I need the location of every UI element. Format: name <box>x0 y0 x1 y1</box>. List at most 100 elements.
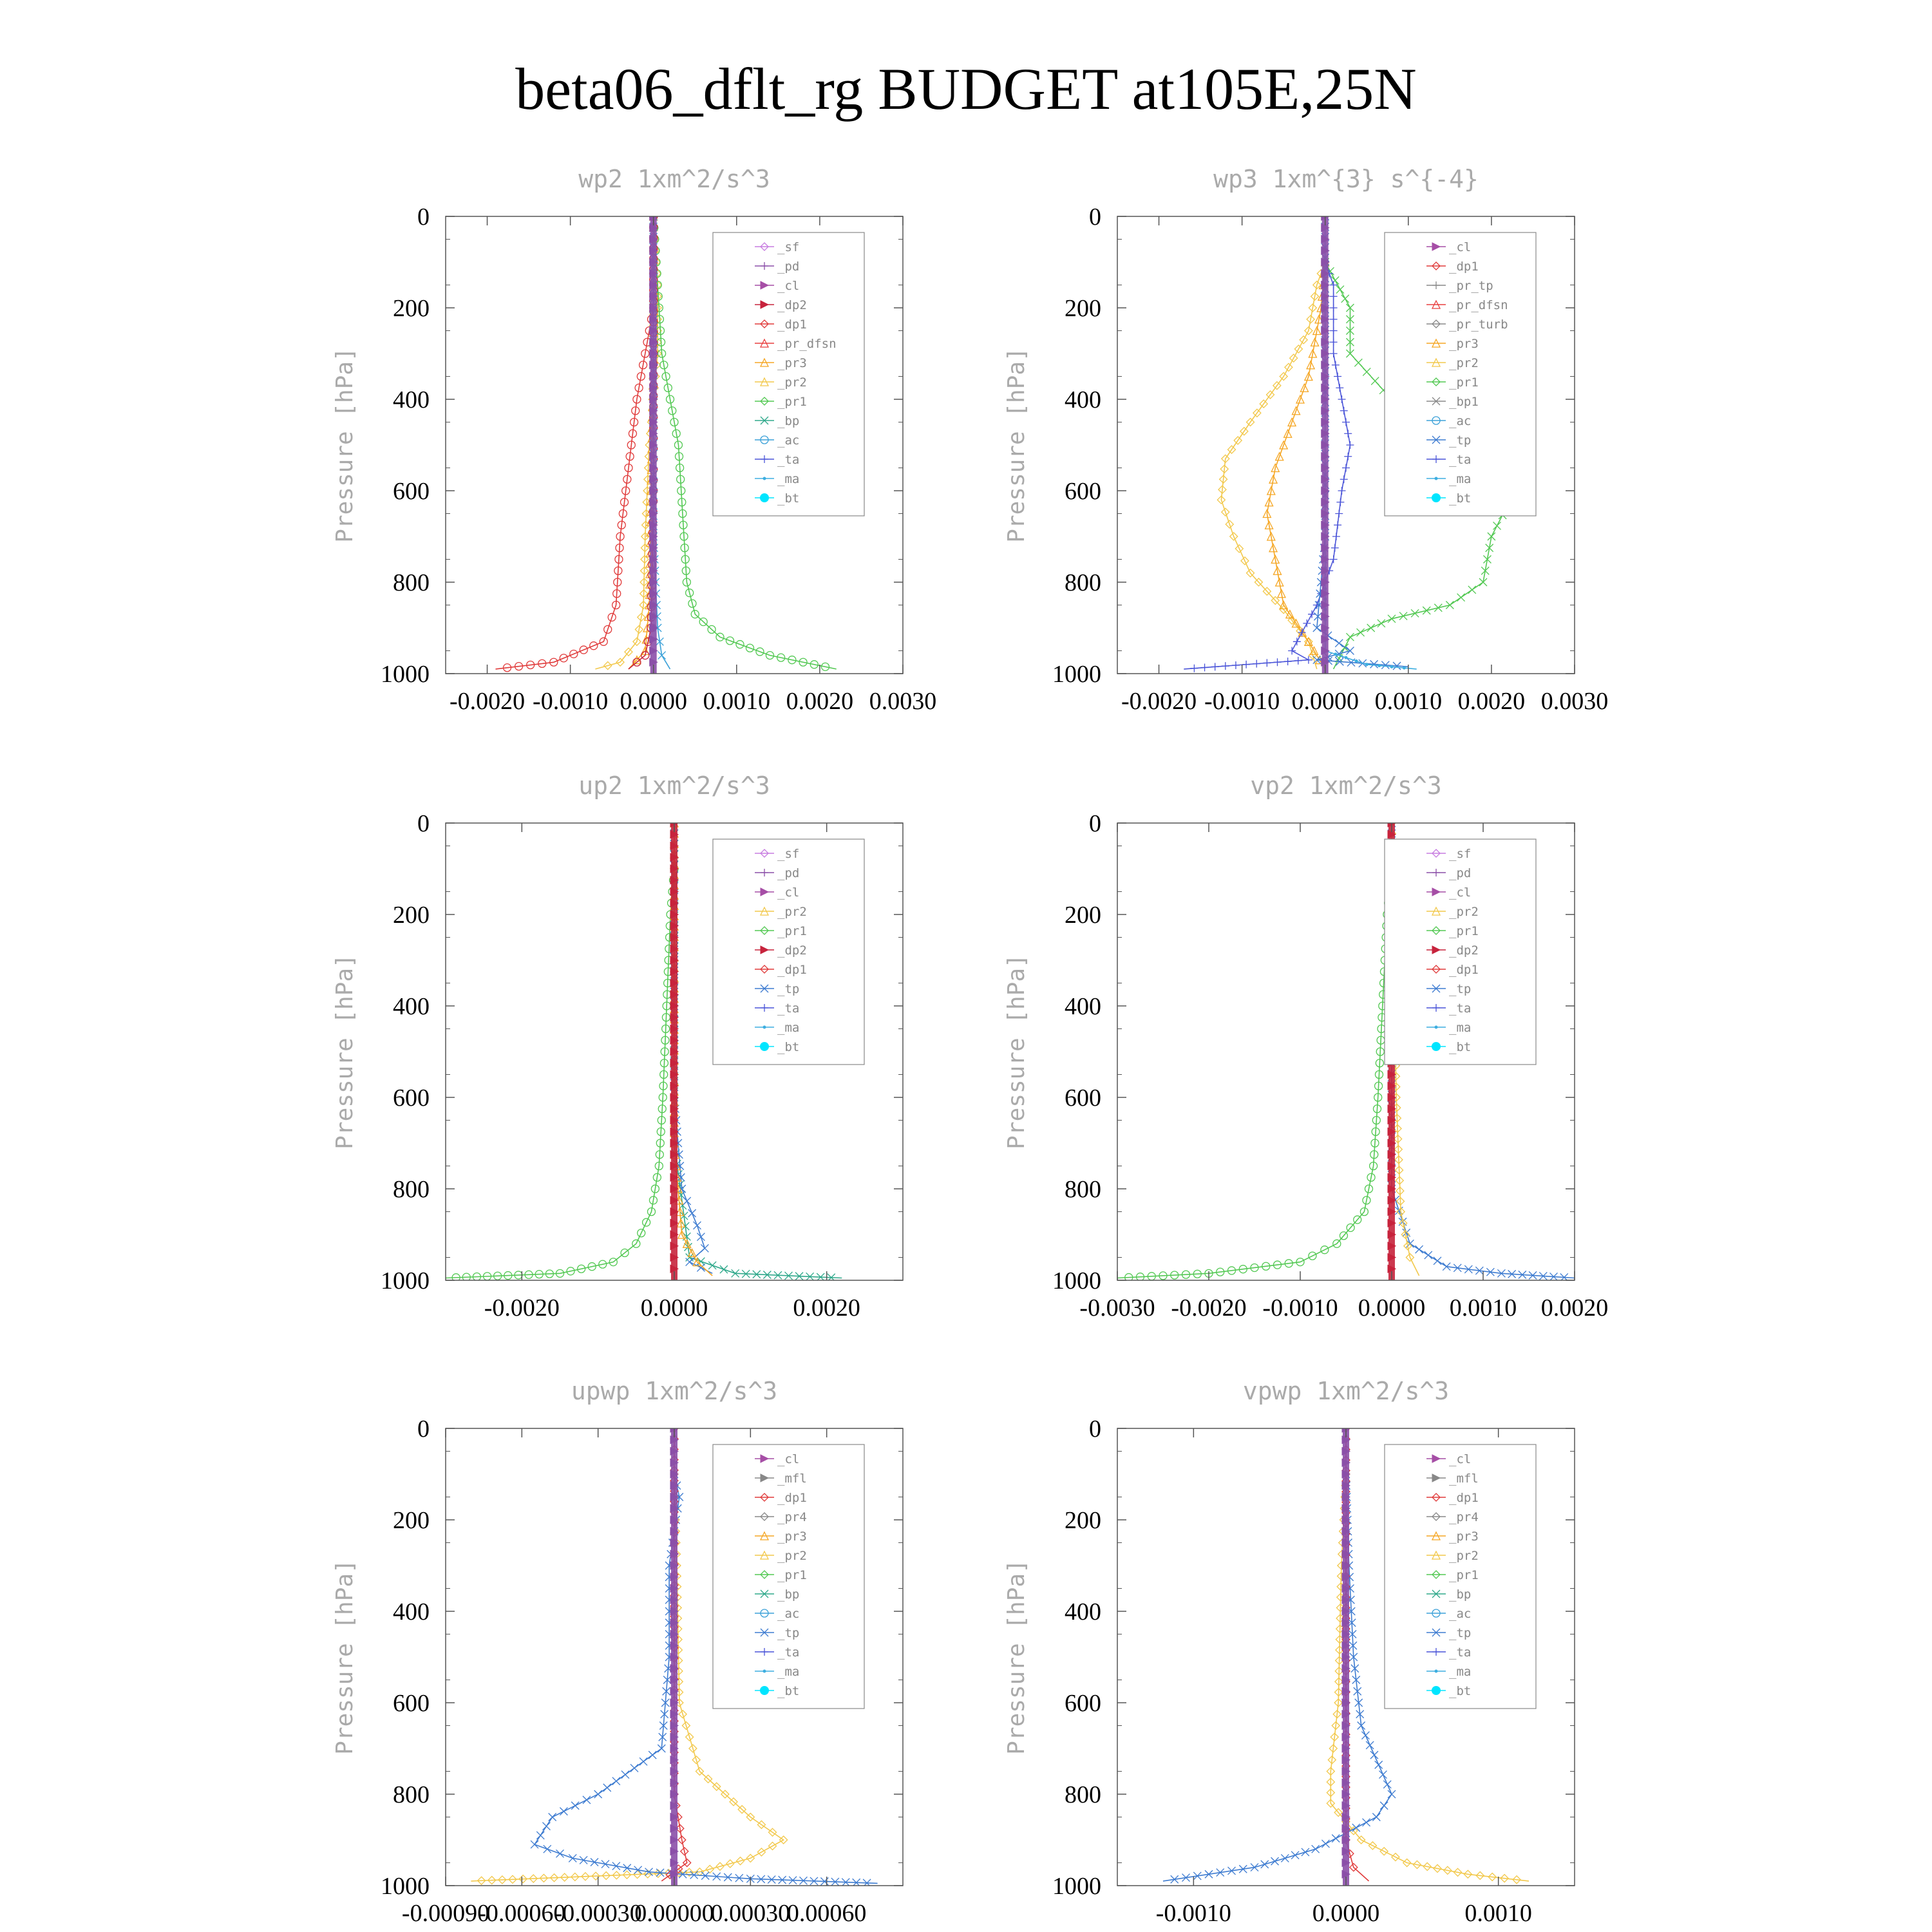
data-point <box>1365 663 1368 667</box>
legend-marker <box>761 869 768 876</box>
data-point <box>659 1721 668 1730</box>
data-point <box>715 1862 724 1871</box>
data-point <box>1367 1173 1376 1182</box>
data-point <box>1341 1675 1351 1685</box>
data-point <box>1398 1218 1408 1228</box>
data-point <box>1348 1630 1357 1638</box>
data-point <box>1434 603 1443 612</box>
data-point <box>649 246 658 256</box>
data-point <box>1368 1841 1378 1850</box>
data-point <box>1387 1218 1397 1228</box>
data-point <box>615 544 624 553</box>
data-point <box>1370 377 1379 386</box>
legend-entry: _sf <box>777 847 799 861</box>
data-point <box>1341 1481 1351 1490</box>
data-point <box>656 1139 665 1148</box>
legend-marker <box>1431 357 1441 367</box>
data-point <box>614 554 623 564</box>
data-point <box>649 634 658 644</box>
data-point <box>670 1435 679 1444</box>
data-point <box>599 637 608 646</box>
chart-panel-4: vp2 1xm^2/s^3 Pressure [hPa] 0 200 400 600 800… <box>1003 772 1608 1321</box>
data-point <box>1354 1698 1363 1707</box>
data-point <box>649 497 658 507</box>
data-point <box>1345 647 1354 655</box>
data-point <box>670 853 679 862</box>
data-point <box>670 841 679 851</box>
data-point <box>658 1104 667 1113</box>
data-point <box>618 509 628 518</box>
data-point <box>1341 1870 1351 1879</box>
data-point <box>1341 1492 1351 1502</box>
data-point <box>1392 661 1401 670</box>
series-line-_pr1 <box>1220 261 1326 670</box>
legend-entry: _ma <box>777 1021 799 1035</box>
data-point <box>1283 658 1292 666</box>
data-point <box>1341 1595 1351 1605</box>
legend-marker <box>1432 281 1440 289</box>
legend-marker <box>1432 1648 1440 1656</box>
data-point <box>1321 612 1330 621</box>
data-point <box>670 1470 679 1479</box>
data-point <box>670 990 679 999</box>
data-point <box>649 326 658 336</box>
data-point <box>672 429 681 438</box>
chart-panel-3: up2 1xm^2/s^3 Pressure [hPa] 0 200 400 600 800… <box>332 772 904 1321</box>
data-point <box>661 372 670 381</box>
data-point <box>1235 544 1244 553</box>
legend-entry: _pr_dfsn <box>777 337 837 351</box>
data-point <box>685 1732 694 1742</box>
data-point <box>1393 1134 1403 1144</box>
data-point <box>643 1870 652 1879</box>
legend-entry: _dp2 <box>777 943 807 958</box>
legend-entry: _mfl <box>1449 1472 1479 1486</box>
data-point <box>621 1770 630 1779</box>
data-point <box>612 589 621 598</box>
data-point <box>1321 395 1330 404</box>
data-point <box>616 658 625 667</box>
data-point <box>788 1876 797 1885</box>
data-point <box>659 1081 668 1090</box>
data-point <box>1321 532 1330 541</box>
data-point <box>1387 1790 1396 1799</box>
legend-entry: _pr1 <box>1449 375 1479 390</box>
data-point <box>1353 1687 1362 1696</box>
data-point <box>1335 657 1344 666</box>
legend-entry: _pr1 <box>777 924 807 938</box>
series-group <box>446 823 842 1280</box>
data-point <box>1445 601 1454 609</box>
legend-entry: _pr3 <box>777 1530 807 1544</box>
legend-marker <box>1431 1550 1441 1560</box>
data-point <box>670 921 679 931</box>
legend-entry: _ac <box>777 433 799 448</box>
data-point <box>1238 1864 1247 1873</box>
x-tick-label: -0.0030 <box>1079 1294 1155 1321</box>
data-point <box>638 361 648 370</box>
data-point <box>670 1835 679 1844</box>
legend-entry: _pr2 <box>1449 905 1479 919</box>
data-point <box>1387 1127 1397 1137</box>
data-point <box>657 1744 666 1753</box>
data-point <box>1221 662 1229 670</box>
legend-marker <box>1431 906 1441 916</box>
y-tick-label: 200 <box>1065 295 1101 322</box>
data-point <box>675 463 685 473</box>
data-point <box>1273 1260 1282 1269</box>
data-point <box>1381 661 1390 670</box>
data-point <box>670 1846 679 1856</box>
data-point <box>582 1795 591 1804</box>
data-point <box>640 554 649 564</box>
data-point <box>1309 646 1319 656</box>
data-point <box>1354 358 1363 367</box>
data-point <box>1341 1446 1351 1456</box>
data-point <box>670 887 679 896</box>
data-point <box>1374 1081 1383 1090</box>
data-point <box>630 1763 639 1772</box>
data-point <box>1330 1732 1340 1742</box>
y-tick-label: 600 <box>1065 1690 1101 1717</box>
data-point <box>1334 521 1342 529</box>
data-point <box>1303 372 1313 381</box>
data-point <box>1291 406 1301 415</box>
data-point <box>670 875 679 885</box>
data-point <box>1295 394 1305 404</box>
